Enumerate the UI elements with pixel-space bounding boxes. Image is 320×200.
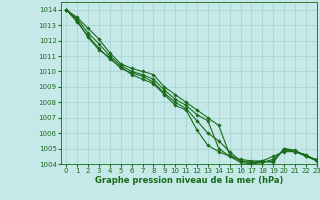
X-axis label: Graphe pression niveau de la mer (hPa): Graphe pression niveau de la mer (hPa) <box>95 176 283 185</box>
